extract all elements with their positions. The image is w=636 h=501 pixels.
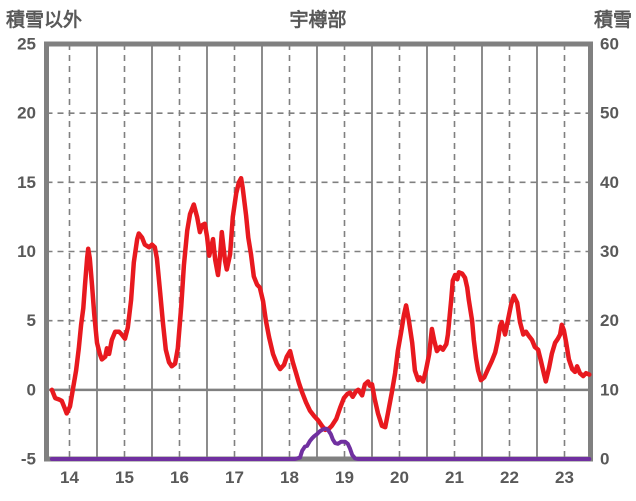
right-axis-tick: 0 (600, 450, 609, 469)
left-axis-tick: 0 (27, 380, 36, 399)
x-axis-tick: 14 (60, 468, 79, 487)
left-axis-tick: -5 (21, 450, 36, 469)
x-axis-tick: 23 (555, 468, 574, 487)
left-axis-tick: 15 (17, 173, 36, 192)
x-axis-tick: 22 (500, 468, 519, 487)
right-axis-tick: 40 (600, 173, 619, 192)
right-axis-tick: 60 (600, 35, 619, 54)
x-axis-tick: 18 (280, 468, 299, 487)
right-axis-tick: 50 (600, 104, 619, 123)
gridlines (46, 44, 591, 459)
left-axis-tick: 25 (17, 35, 36, 54)
left-axis-tick: 5 (27, 311, 36, 330)
snowdepth-series-line (49, 426, 592, 461)
right-axis-tick: 30 (600, 242, 619, 261)
x-axis-tick: 21 (445, 468, 464, 487)
plot-border (44, 41, 593, 462)
left-axis-tick: 10 (17, 242, 36, 261)
x-axis-tick: 20 (390, 468, 409, 487)
right-axis-title: 積雪 (593, 10, 632, 31)
temperature-series-line (49, 175, 592, 433)
right-axis-tick: 20 (600, 311, 619, 330)
left-axis-tick: 20 (17, 104, 36, 123)
x-axis-tick: 16 (170, 468, 189, 487)
right-axis-tick: 10 (600, 380, 619, 399)
x-axis-tick: 19 (335, 468, 354, 487)
x-axis-tick: 17 (225, 468, 244, 487)
x-axis-tick: 15 (115, 468, 134, 487)
left-axis-title: 積雪以外 (6, 10, 83, 31)
